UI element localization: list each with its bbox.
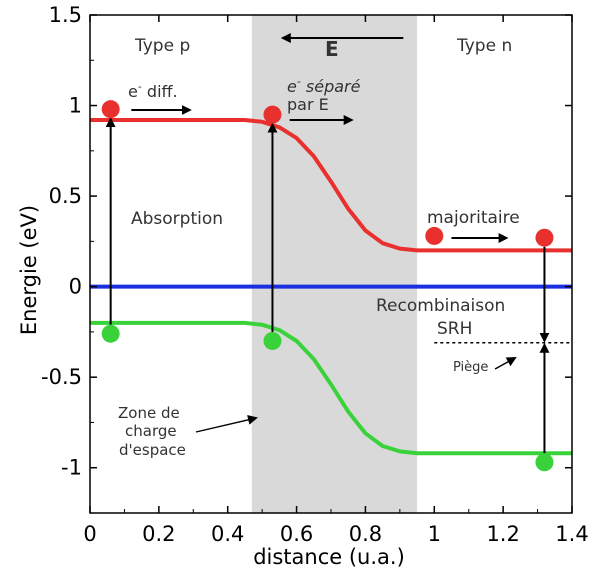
- ticks-layer: 0 0.2 0.4 0.6 0.8 1 1.2 1.4 1.5 1 0.5 0 -0.5 -1: [41, 3, 589, 546]
- red-carrier-point-1: [263, 105, 282, 124]
- conduction-band-line: [90, 118, 572, 253]
- recombinaison-label: Recombinaison: [376, 296, 505, 316]
- green-carrier-point-6: [535, 453, 554, 472]
- red-carrier-point-0: [101, 100, 120, 119]
- y-tick-label: -1: [61, 456, 82, 480]
- par-e-label: par E: [287, 95, 329, 114]
- y-tick-label: -0.5: [41, 365, 82, 389]
- x-tick-label: 0.6: [280, 522, 313, 546]
- green-carrier-point-4: [101, 324, 120, 343]
- srh-label: SRH: [437, 319, 472, 339]
- type-n-label: Type n: [456, 36, 512, 56]
- y-tick-label: 1.5: [49, 3, 82, 27]
- electron-separated-label: e- séparé: [287, 75, 361, 96]
- zone-label-line1: Zone de: [118, 404, 180, 422]
- y-axis-label: Energie (eV): [17, 205, 41, 335]
- arrows-layer: [105, 33, 550, 454]
- y-tick-label: 1: [69, 94, 82, 118]
- majoritaire-label: majoritaire: [427, 208, 520, 228]
- type-p-label: Type p: [134, 36, 190, 56]
- depletion-region: [251, 15, 418, 513]
- zone-label-line2: charge: [125, 422, 177, 440]
- piege-label: Piège: [453, 360, 488, 375]
- field-label: E: [325, 37, 339, 61]
- x-tick-label: 0.2: [142, 522, 175, 546]
- red-carrier-point-2: [425, 226, 444, 245]
- zone-pointer-arrow: [195, 414, 258, 433]
- valence-band-line: [90, 320, 572, 456]
- x-tick-label: 1: [428, 522, 441, 546]
- zone-label-line3: d'espace: [119, 441, 186, 459]
- x-axis-label: distance (u.a.): [253, 545, 405, 569]
- x-tick-label: 1.4: [555, 522, 588, 546]
- electron-diffusion-label: e- diff.: [128, 80, 178, 101]
- x-tick-label: 0.8: [349, 522, 382, 546]
- absorption-label: Absorption: [131, 209, 223, 229]
- x-tick-label: 1.2: [486, 522, 519, 546]
- x-tick-label: 0: [83, 522, 96, 546]
- y-tick-label: 0: [69, 275, 82, 299]
- x-tick-label: 0.4: [211, 522, 244, 546]
- series-layer: [90, 118, 572, 456]
- green-carrier-point-5: [263, 331, 282, 350]
- red-carrier-point-3: [535, 228, 554, 247]
- trap-pointer-arrow: [494, 357, 517, 370]
- points-layer: [101, 100, 554, 472]
- y-tick-label: 0.5: [49, 184, 82, 208]
